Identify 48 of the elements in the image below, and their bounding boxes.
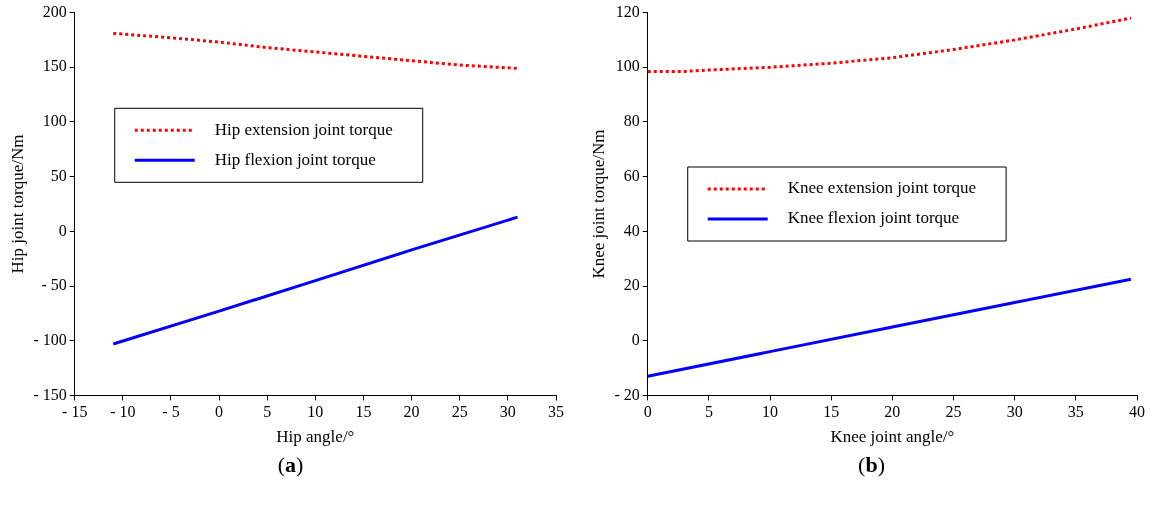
x-tick-label: 15 [354,403,371,421]
x-tick-label: 35 [1067,403,1084,421]
y-tick-label: 60 [623,166,640,184]
x-tick-label: 0 [643,403,652,421]
x-tick-label: 40 [1128,403,1145,421]
y-tick-label: 200 [42,2,67,20]
x-tick-label: 30 [499,403,516,421]
x-tick-label: 15 [822,403,839,421]
x-tick-label: 25 [945,403,962,421]
legend-label: Knee flexion joint torque [787,208,959,228]
x-tick-label: 5 [262,403,271,421]
y-tick-label: 0 [631,330,640,348]
text: (b) [858,452,885,478]
line-series [647,16,1132,73]
y-tick-label: 20 [623,276,640,294]
legend-label: Hip extension joint torque [214,119,393,139]
x-tick-label: 25 [451,403,468,421]
y-tick-label: - 50 [40,276,67,294]
legend-label: Knee extension joint torque [787,178,976,198]
x-tick-label: - 15 [61,403,87,421]
x-tick-label: 10 [306,403,323,421]
y-tick-label: 50 [50,166,67,184]
line-series [111,31,519,70]
text: (a) [277,452,304,478]
y-tick-label: 120 [615,2,640,20]
x-axis-title: Knee joint angle/° [829,427,954,447]
y-tick-label: 80 [623,112,640,130]
x-tick-label: - 5 [161,403,180,421]
y-tick-label: - 100 [32,330,67,348]
x-tick-label: 20 [883,403,900,421]
y-tick-label: 150 [42,57,67,75]
x-tick-label: 0 [214,403,223,421]
x-tick-label: 5 [704,403,713,421]
y-tick-label: 0 [58,221,67,239]
y-tick-label: - 20 [613,385,640,403]
x-tick-label: 10 [761,403,778,421]
y-axis-title: Hip joint torque/Nm [7,134,27,274]
y-axis-title: Knee joint torque/Nm [588,129,608,279]
x-tick-label: 20 [403,403,420,421]
legend-label: Hip flexion joint torque [214,149,376,169]
x-tick-label: - 10 [109,403,136,421]
y-tick-label: 100 [42,112,67,130]
y-tick-label: 40 [623,221,640,239]
y-tick-label: 100 [615,57,640,75]
x-tick-label: 35 [547,403,564,421]
x-axis-title: Hip angle/° [275,427,354,447]
y-tick-label: - 150 [32,385,67,403]
x-tick-label: 30 [1006,403,1023,421]
